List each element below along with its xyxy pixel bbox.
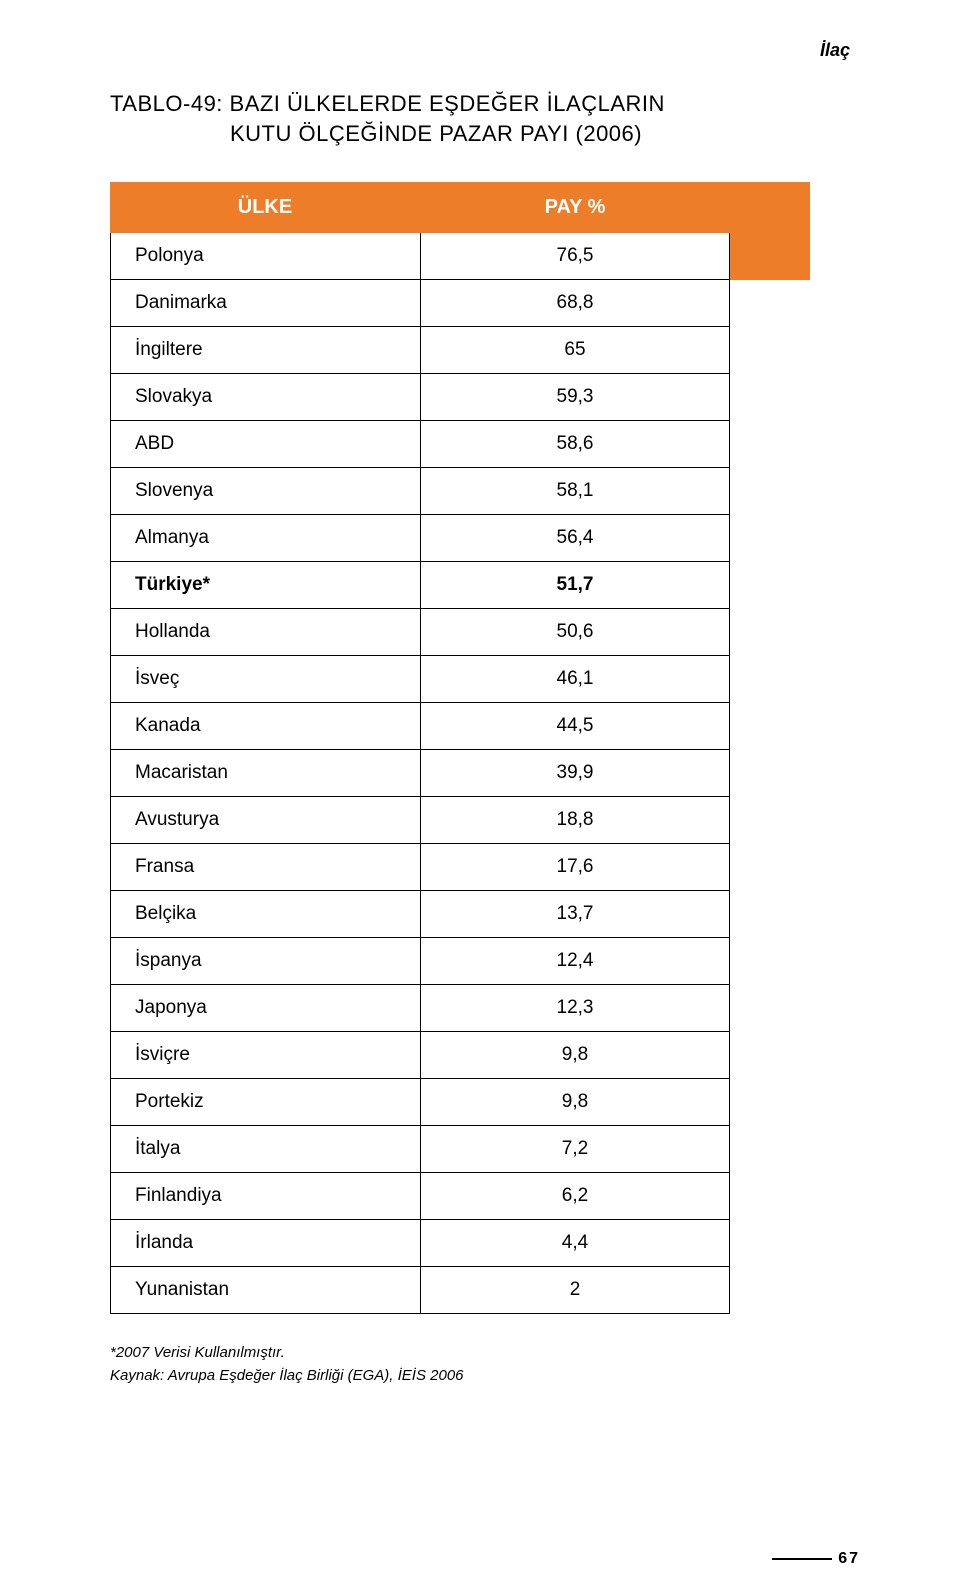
cell-value: 4,4 <box>420 1220 730 1267</box>
cell-country: Türkiye* <box>110 562 420 609</box>
cell-country: ABD <box>110 421 420 468</box>
cell-value: 18,8 <box>420 797 730 844</box>
cell-value: 56,4 <box>420 515 730 562</box>
cell-country: Portekiz <box>110 1079 420 1126</box>
cell-value: 9,8 <box>420 1079 730 1126</box>
table-row: Slovenya58,1 <box>110 468 810 515</box>
cell-value: 17,6 <box>420 844 730 891</box>
cell-country: İtalya <box>110 1126 420 1173</box>
cell-value: 58,1 <box>420 468 730 515</box>
cell-country: Japonya <box>110 985 420 1032</box>
table-row: Yunanistan2 <box>110 1267 810 1314</box>
cell-value: 76,5 <box>420 233 730 280</box>
cell-country: İngiltere <box>110 327 420 374</box>
title-line-2: KUTU ÖLÇEĞİNDE PAZAR PAYI (2006) <box>110 119 860 149</box>
table-row: İngiltere65 <box>110 327 810 374</box>
table-row: İsviçre9,8 <box>110 1032 810 1079</box>
cell-value: 13,7 <box>420 891 730 938</box>
cell-value: 9,8 <box>420 1032 730 1079</box>
data-table: ÜLKE PAY % Polonya76,5Danimarka68,8İngil… <box>110 182 810 1314</box>
cell-country: İsviçre <box>110 1032 420 1079</box>
cell-country: İrlanda <box>110 1220 420 1267</box>
table-row: ABD58,6 <box>110 421 810 468</box>
cell-value: 59,3 <box>420 374 730 421</box>
cell-value: 2 <box>420 1267 730 1314</box>
cell-country: Kanada <box>110 703 420 750</box>
source-line: Kaynak: Avrupa Eşdeğer İlaç Birliği (EGA… <box>110 1367 860 1384</box>
table-row: Avusturya18,8 <box>110 797 810 844</box>
cell-country: Fransa <box>110 844 420 891</box>
table-header-country: ÜLKE <box>110 182 420 233</box>
cell-value: 65 <box>420 327 730 374</box>
section-label: İlaç <box>100 40 860 61</box>
cell-value: 46,1 <box>420 656 730 703</box>
table-row: Japonya12,3 <box>110 985 810 1032</box>
table-row: Portekiz9,8 <box>110 1079 810 1126</box>
table-title: TABLO-49: BAZI ÜLKELERDE EŞDEĞER İLAÇLAR… <box>100 89 860 148</box>
cell-value: 12,3 <box>420 985 730 1032</box>
cell-country: Slovenya <box>110 468 420 515</box>
table-header-value: PAY % <box>420 182 730 233</box>
page-number: 67 <box>838 1550 860 1568</box>
table-header-tail <box>730 182 810 233</box>
footnote: *2007 Verisi Kullanılmıştır. <box>110 1344 860 1361</box>
cell-value: 12,4 <box>420 938 730 985</box>
table-row: Almanya56,4 <box>110 515 810 562</box>
cell-value: 68,8 <box>420 280 730 327</box>
cell-country: Almanya <box>110 515 420 562</box>
page-number-bar <box>772 1558 832 1560</box>
table-row: Macaristan39,9 <box>110 750 810 797</box>
cell-country: İspanya <box>110 938 420 985</box>
table-row: Belçika13,7 <box>110 891 810 938</box>
cell-value: 44,5 <box>420 703 730 750</box>
table-row: Polonya76,5 <box>110 233 810 280</box>
table-row: Kanada44,5 <box>110 703 810 750</box>
table-row: Türkiye*51,7 <box>110 562 810 609</box>
cell-value: 6,2 <box>420 1173 730 1220</box>
cell-country: Polonya <box>110 233 420 280</box>
table-row: Danimarka68,8 <box>110 280 810 327</box>
cell-country: Hollanda <box>110 609 420 656</box>
cell-country: İsveç <box>110 656 420 703</box>
cell-value: 58,6 <box>420 421 730 468</box>
page: İlaç TABLO-49: BAZI ÜLKELERDE EŞDEĞER İL… <box>0 0 960 1594</box>
table-row: Finlandiya6,2 <box>110 1173 810 1220</box>
table-row: İtalya7,2 <box>110 1126 810 1173</box>
cell-country: Slovakya <box>110 374 420 421</box>
cell-country: Belçika <box>110 891 420 938</box>
page-number-wrap: 67 <box>772 1550 860 1568</box>
cell-country: Yunanistan <box>110 1267 420 1314</box>
cell-country: Danimarka <box>110 280 420 327</box>
cell-value: 51,7 <box>420 562 730 609</box>
table-row: Slovakya59,3 <box>110 374 810 421</box>
table-row: İsveç46,1 <box>110 656 810 703</box>
table-row: İrlanda4,4 <box>110 1220 810 1267</box>
table-body: Polonya76,5Danimarka68,8İngiltere65Slova… <box>110 233 810 1314</box>
cell-country: Finlandiya <box>110 1173 420 1220</box>
table-row: Hollanda50,6 <box>110 609 810 656</box>
cell-country: Macaristan <box>110 750 420 797</box>
title-line-1: TABLO-49: BAZI ÜLKELERDE EŞDEĞER İLAÇLAR… <box>110 91 665 116</box>
table-header-row: ÜLKE PAY % <box>110 182 810 233</box>
cell-value: 39,9 <box>420 750 730 797</box>
table-row: Fransa17,6 <box>110 844 810 891</box>
cell-value: 50,6 <box>420 609 730 656</box>
cell-country: Avusturya <box>110 797 420 844</box>
cell-value: 7,2 <box>420 1126 730 1173</box>
row-accent-tail <box>730 233 810 280</box>
table-row: İspanya12,4 <box>110 938 810 985</box>
